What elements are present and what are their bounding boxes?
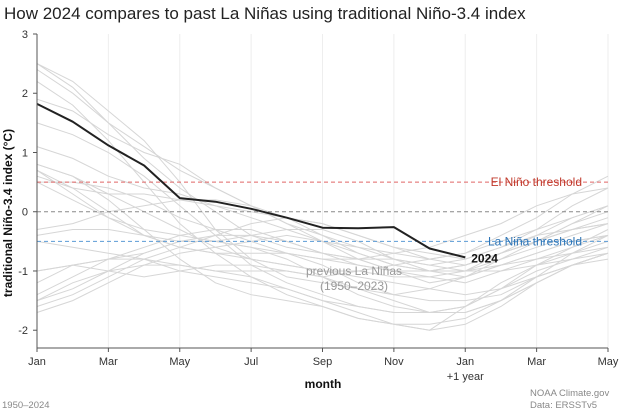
x-tick-label: Sep bbox=[313, 356, 333, 368]
x-tick-label: May bbox=[169, 356, 190, 368]
x-tick-label: May bbox=[598, 356, 619, 368]
background-series-line bbox=[36, 98, 609, 284]
reference-lines-layer: El Niño threshold La Niña threshold bbox=[37, 175, 608, 248]
background-series-line bbox=[36, 199, 609, 272]
background-series-line bbox=[36, 163, 609, 296]
grid-layer bbox=[36, 34, 609, 348]
x-tick-label: Jan bbox=[28, 356, 46, 368]
axis-layer: -2 -1 0 1 2 3 Jan Mar May Jul Sep Nov Jan +1 year Mar M… bbox=[18, 29, 619, 383]
credit-agency: NOAA Climate.gov bbox=[530, 388, 609, 399]
la-nina-threshold-label: La Niña threshold bbox=[488, 234, 582, 248]
background-series-line bbox=[36, 63, 609, 302]
background-series-line bbox=[36, 175, 609, 278]
background-series-line bbox=[37, 181, 609, 296]
background-series-line bbox=[36, 229, 609, 313]
y-tick-label: 1 bbox=[22, 147, 28, 159]
chart-title: How 2024 compares to past La Niñas using… bbox=[4, 4, 526, 23]
x-tick-label: Mar bbox=[527, 356, 546, 368]
y-tick-label: -2 bbox=[18, 325, 28, 337]
highlight-series-layer: 2024 bbox=[36, 103, 498, 265]
background-series-label-years: (1950–2023) bbox=[320, 279, 388, 293]
background-series-line bbox=[36, 187, 609, 307]
x-tick-label: Jul bbox=[244, 356, 258, 368]
highlight-series-line bbox=[36, 103, 466, 259]
x-axis-title: month bbox=[305, 377, 342, 391]
x-tick-label: Nov bbox=[384, 356, 404, 368]
footer-years: 1950–2024 bbox=[2, 400, 50, 411]
highlight-series-label: 2024 bbox=[471, 251, 498, 265]
x-tick-label: Jan bbox=[456, 356, 474, 368]
credit-data: Data: ERSSTv5 bbox=[530, 400, 597, 411]
x-tick-label: Mar bbox=[99, 356, 118, 368]
y-tick-label: -1 bbox=[18, 266, 28, 278]
y-axis-title: traditional Niño-3.4 index (°C) bbox=[1, 129, 15, 297]
background-series-line bbox=[36, 181, 609, 284]
background-series-line bbox=[36, 122, 609, 313]
el-nino-threshold-label: El Niño threshold bbox=[491, 175, 582, 189]
y-tick-label: 0 bbox=[22, 207, 28, 219]
background-series-line bbox=[36, 163, 609, 325]
x-tick-sublabel: +1 year bbox=[447, 371, 484, 383]
background-series-label: previous La Niñas bbox=[306, 264, 402, 278]
background-series-line bbox=[36, 234, 609, 272]
background-series-layer bbox=[36, 63, 609, 331]
y-tick-label: 3 bbox=[22, 29, 28, 41]
y-tick-label: 2 bbox=[22, 88, 28, 100]
